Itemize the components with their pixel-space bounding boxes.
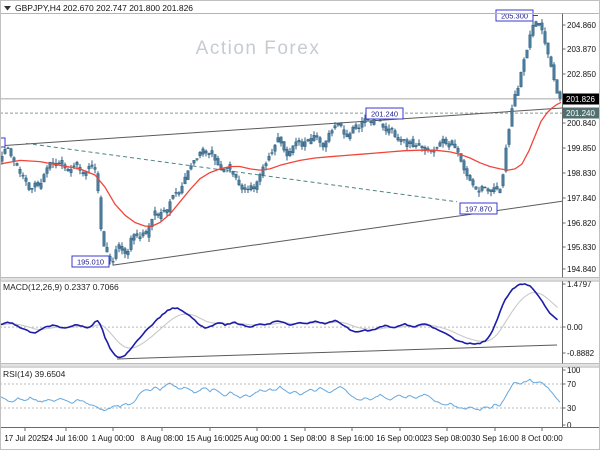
- channel-resistance: [1, 107, 562, 147]
- macd-signal-line: [1, 291, 558, 349]
- time-label: 8 Aug 08:00: [141, 434, 184, 443]
- time-label: 8 Oct 00:00: [521, 434, 563, 443]
- price-level-label: 205.300: [495, 9, 534, 22]
- time-label: 15 Aug 16:00: [186, 434, 234, 443]
- time-label: 25 Aug 00:00: [233, 434, 281, 443]
- price-axis-label: 204.860: [567, 21, 596, 30]
- macd-main-line: [1, 283, 559, 359]
- time-label: 1 Aug 00:00: [92, 434, 135, 443]
- price-axis-label: 194.840: [567, 265, 596, 274]
- price-axis-label: 198.830: [567, 169, 596, 178]
- macd-axis-label: 0.00: [567, 323, 583, 332]
- macd-label: MACD(12,26,9) 0.2337 0.7066: [3, 282, 119, 292]
- rsi-axis-label: 100: [567, 366, 581, 375]
- svg-text:197.870: 197.870: [465, 205, 492, 214]
- axis-price-box: 201.240: [562, 107, 600, 119]
- price-axis-label: 203.870: [567, 45, 596, 54]
- price-axis-label: 197.840: [567, 194, 596, 203]
- price-axis-label: 196.820: [567, 219, 596, 228]
- time-label: 30 Sep 16:00: [471, 434, 519, 443]
- macd-pane-splitter[interactable]: [0, 277, 600, 282]
- price-level-label: 197.870: [459, 202, 498, 215]
- macd-trendline: [116, 344, 558, 360]
- price-axis-label: 199.850: [567, 144, 596, 153]
- rsi-label: RSI(14) 39.6504: [3, 369, 66, 379]
- price-axis-label: 202.850: [567, 70, 596, 79]
- time-label: 23 Sep 08:00: [423, 434, 471, 443]
- time-label: 16 Sep 00:00: [376, 434, 424, 443]
- time-label: 1 Sep 08:00: [283, 434, 327, 443]
- macd-pane: [1, 283, 562, 360]
- macd-axis-label: -0.8882: [567, 349, 595, 358]
- price-level-label: 195.010: [71, 255, 110, 268]
- price-axis-label: 195.830: [567, 243, 596, 252]
- watermark: Action Forex: [196, 38, 321, 59]
- falling-trendline: [25, 142, 458, 203]
- price-axis-label: 200.840: [567, 119, 596, 128]
- rsi-axis-label: 0: [567, 421, 572, 430]
- clipped-label: [1, 137, 6, 148]
- macd-axis-label: 1.4797: [567, 280, 592, 289]
- svg-text:201.240: 201.240: [566, 109, 595, 118]
- rsi-pane: [1, 378, 562, 412]
- time-label: 8 Sep 16:00: [330, 434, 374, 443]
- candlestick-series: [1, 19, 562, 266]
- chart-title: GBPJPY,H4 202.670 202.747 201.800 201.82…: [15, 3, 193, 13]
- rsi-line: [1, 378, 561, 412]
- moving-average-line: [1, 101, 562, 227]
- rsi-axis-label: 70: [567, 380, 576, 389]
- svg-text:205.300: 205.300: [501, 12, 528, 21]
- time-label: 17 Jul 2025: [4, 434, 46, 443]
- axis-price-box: 201.826: [562, 93, 600, 105]
- rsi-pane-splitter[interactable]: [0, 363, 600, 368]
- price-level-label: 201.240: [365, 107, 404, 120]
- svg-text:201.826: 201.826: [566, 95, 595, 104]
- time-label: 24 Jul 16:00: [44, 434, 88, 443]
- svg-text:201.240: 201.240: [371, 110, 398, 119]
- rsi-axis-label: 30: [567, 404, 576, 413]
- symbol-dropdown-arrow[interactable]: [4, 6, 11, 11]
- price-pane: [1, 19, 562, 266]
- svg-text:195.010: 195.010: [77, 258, 104, 267]
